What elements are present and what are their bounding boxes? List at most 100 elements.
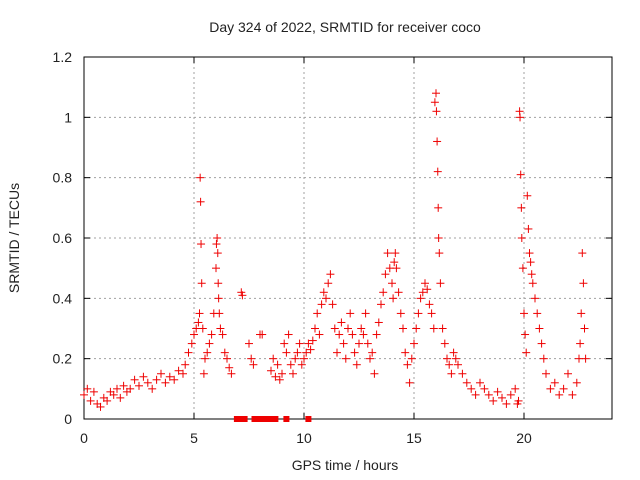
data-point xyxy=(272,416,279,422)
data-point xyxy=(374,318,383,327)
y-tick-label: 0.6 xyxy=(53,230,73,246)
data-point xyxy=(249,360,258,369)
data-point xyxy=(213,249,222,258)
data-point xyxy=(148,384,157,393)
data-point xyxy=(213,234,222,242)
data-point xyxy=(559,384,568,393)
data-point xyxy=(139,372,148,381)
data-point xyxy=(410,339,418,348)
data-point xyxy=(282,348,291,357)
data-point xyxy=(305,416,312,422)
data-point xyxy=(516,113,525,122)
data-point xyxy=(427,309,436,318)
data-point xyxy=(283,416,290,422)
x-axis-label: GPS time / hours xyxy=(292,457,399,473)
data-point xyxy=(103,396,112,405)
data-point xyxy=(278,369,286,378)
y-tick-label: 0.4 xyxy=(53,290,73,306)
data-point xyxy=(542,369,550,378)
data-point xyxy=(179,369,187,378)
data-point xyxy=(339,339,348,348)
data-point xyxy=(214,279,223,288)
data-point xyxy=(537,339,546,348)
data-point xyxy=(388,279,396,288)
data-point xyxy=(116,393,125,402)
data-point xyxy=(284,330,293,339)
data-point xyxy=(458,369,467,378)
data-point xyxy=(335,330,344,339)
data-points xyxy=(80,89,590,422)
chart-title: Day 324 of 2022, SRMTID for receiver coc… xyxy=(209,19,481,35)
data-point xyxy=(324,279,333,288)
data-point xyxy=(289,369,297,378)
ticks: 0 5 10 15 20 0 0.2 0.4 0.6 0.8 1 1.2 xyxy=(53,49,612,446)
data-point xyxy=(333,348,341,357)
data-point xyxy=(194,318,203,327)
y-tick-label: 0 xyxy=(64,411,72,427)
data-point xyxy=(506,390,515,399)
data-point xyxy=(359,330,368,339)
data-point xyxy=(523,191,532,200)
data-point xyxy=(440,339,449,348)
data-point xyxy=(476,378,484,387)
x-tick-label: 15 xyxy=(406,430,422,446)
data-point xyxy=(337,318,346,327)
data-point xyxy=(273,360,282,369)
data-point xyxy=(306,345,315,354)
data-point xyxy=(429,324,438,333)
data-point xyxy=(412,324,421,333)
data-point xyxy=(247,354,256,363)
data-point xyxy=(525,249,534,258)
data-point xyxy=(425,300,434,309)
data-point xyxy=(514,396,523,405)
data-point xyxy=(96,402,105,411)
data-point xyxy=(433,137,442,146)
data-point xyxy=(197,240,206,249)
data-point xyxy=(579,279,588,288)
data-point xyxy=(471,390,480,399)
data-point xyxy=(328,300,337,309)
data-point xyxy=(389,294,398,303)
data-point xyxy=(517,203,526,212)
data-point xyxy=(330,324,339,333)
data-point xyxy=(165,372,174,381)
data-point xyxy=(170,375,179,384)
data-point xyxy=(467,384,476,393)
data-point xyxy=(251,416,258,422)
data-point xyxy=(581,354,590,363)
data-point xyxy=(572,378,581,387)
y-tick-label: 1.2 xyxy=(53,49,73,65)
data-point xyxy=(576,339,585,348)
data-point xyxy=(225,363,234,372)
plot-frame xyxy=(83,56,613,420)
data-point xyxy=(423,285,432,294)
data-point xyxy=(527,270,536,279)
data-point xyxy=(197,279,206,288)
data-point xyxy=(550,378,559,387)
data-point xyxy=(533,309,542,318)
data-point xyxy=(528,279,537,288)
data-point xyxy=(366,354,374,363)
data-point xyxy=(416,294,425,303)
data-point xyxy=(391,249,400,258)
data-point xyxy=(143,378,152,387)
data-point xyxy=(368,348,377,357)
data-point xyxy=(238,416,245,422)
data-point xyxy=(517,234,526,242)
data-point xyxy=(286,360,295,369)
data-point xyxy=(80,390,88,399)
data-point xyxy=(317,300,326,309)
data-point xyxy=(215,309,224,318)
x-tick-label: 0 xyxy=(80,430,88,446)
data-point xyxy=(83,384,92,393)
data-point xyxy=(297,360,306,369)
data-point xyxy=(578,249,587,258)
data-point xyxy=(434,203,443,212)
data-point xyxy=(379,288,388,297)
data-point xyxy=(152,375,161,384)
x-tick-label: 10 xyxy=(296,430,312,446)
data-point xyxy=(370,369,379,378)
data-point xyxy=(438,324,447,333)
data-point xyxy=(521,330,530,339)
